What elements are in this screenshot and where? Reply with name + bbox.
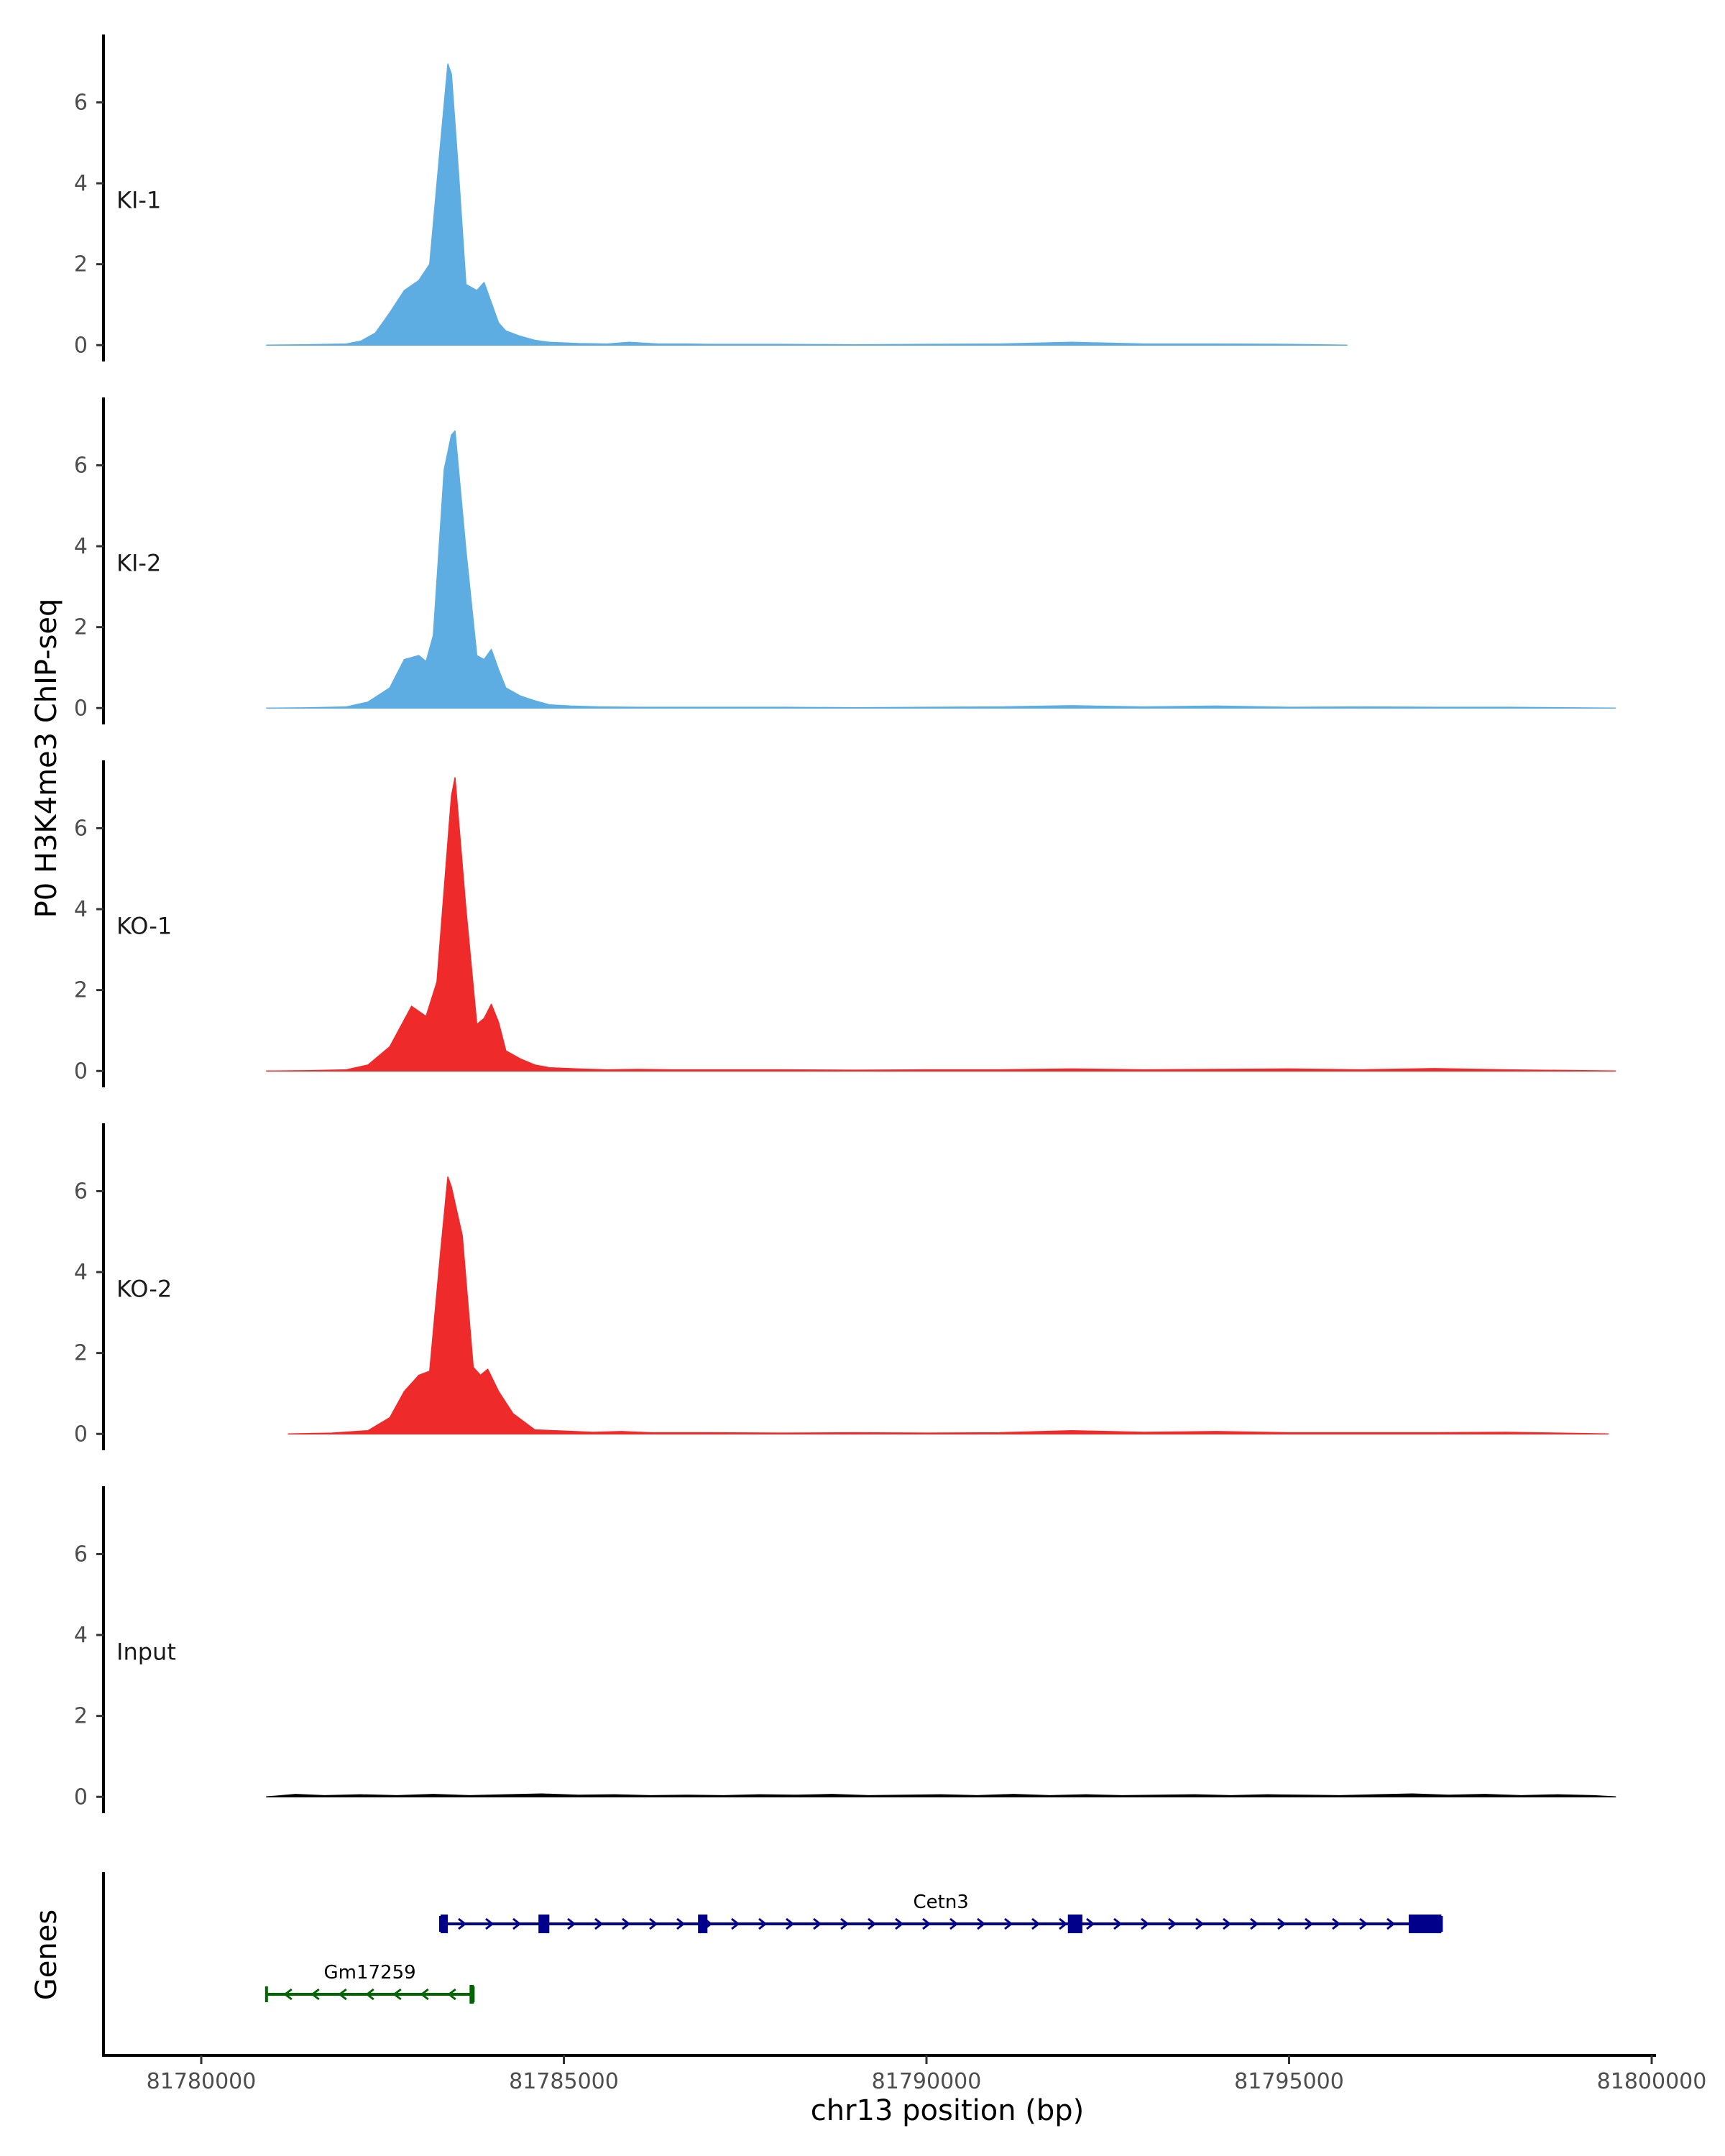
y-tick-label: 0: [74, 1784, 88, 1810]
track-label: KO-2: [116, 1276, 172, 1303]
genes-layer: Cetn3 Gm17259: [102, 1872, 1443, 2055]
y-tick-label: 4: [74, 1623, 88, 1648]
y-tick-label: 0: [74, 333, 88, 358]
gene-gm17259: Gm17259: [264, 1962, 475, 2004]
strand-chevron: [1168, 1917, 1177, 1930]
exon-block: [1067, 1915, 1082, 1933]
y-axis-title: P0 H3K4me3 ChIP-seq: [30, 599, 63, 918]
y-tick-label: 2: [74, 1704, 88, 1729]
x-tick-label: 81795000: [1234, 2069, 1344, 2094]
gene-name-label: Gm17259: [323, 1962, 415, 1984]
exon-block: [698, 1915, 708, 1933]
strand-chevron: [758, 1917, 768, 1930]
exon-block: [538, 1915, 550, 1933]
y-tick-label: 6: [74, 453, 88, 478]
strand-chevron: [949, 1917, 959, 1930]
exon-block: [440, 1915, 448, 1933]
strand-chevron: [868, 1917, 877, 1930]
track-panel-ki-2: 0 2 4 6 KI-2: [74, 397, 1616, 724]
strand-chevron: [840, 1917, 850, 1930]
strand-chevron: [1223, 1917, 1232, 1930]
track-label: KI-2: [116, 550, 161, 577]
x-tick-label: 81790000: [872, 2069, 982, 2094]
exon-block: [469, 1985, 474, 2004]
strand-chevron: [594, 1917, 604, 1930]
x-tick-label: 81800000: [1597, 2069, 1707, 2094]
gene-cetn3: Cetn3: [438, 1892, 1443, 1933]
strand-chevron: [1141, 1917, 1150, 1930]
signal-area: [266, 430, 1616, 709]
track-label: Input: [116, 1639, 176, 1666]
y-tick-label: 2: [74, 615, 88, 640]
strand-chevron: [1250, 1917, 1259, 1930]
strand-chevron: [1031, 1917, 1041, 1930]
strand-chevron: [1277, 1917, 1287, 1930]
strand-chevron: [1195, 1917, 1205, 1930]
y-tick-label: 0: [74, 1059, 88, 1084]
track-panel-ko-2: 0 2 4 6 KO-2: [74, 1123, 1609, 1450]
genes-panel-title: Genes: [30, 1909, 63, 2000]
strand-chevron: [310, 1988, 320, 2001]
strand-chevron: [1113, 1917, 1123, 1930]
x-tick-label: 81785000: [509, 2069, 619, 2094]
gene-name-label: Cetn3: [913, 1892, 968, 1913]
strand-chevron: [567, 1917, 576, 1930]
y-tick-label: 2: [74, 978, 88, 1003]
y-tick-label: 4: [74, 897, 88, 922]
strand-chevron: [1086, 1917, 1095, 1930]
y-tick-label: 6: [74, 1542, 88, 1567]
strand-chevron: [458, 1917, 467, 1930]
y-tick-label: 2: [74, 1341, 88, 1366]
strand-chevron: [786, 1917, 795, 1930]
strand-chevron: [1332, 1917, 1341, 1930]
strand-chevron: [731, 1917, 740, 1930]
axis-layer: 81780000 81785000 81790000 81795000 81800000: [102, 2054, 1707, 2094]
signal-area: [288, 1176, 1609, 1435]
signal-area: [266, 63, 1348, 346]
x-tick-label: 81780000: [147, 2069, 257, 2094]
signal-area: [266, 777, 1616, 1072]
strand-chevron: [1059, 1917, 1068, 1930]
x-axis-title: chr13 position (bp): [811, 2094, 1085, 2127]
tracks-layer: 0 2 4 6 KI-1 0 2 4 6 KI-2 0 2 4 6 KO-1 0 2 4 6 KO-2 0 2 4 6 Inpu…: [74, 34, 1616, 1813]
track-label: KI-1: [116, 187, 161, 214]
track-panel-ki-1: 0 2 4 6 KI-1: [74, 34, 1348, 361]
track-panel-input: 0 2 4 6 Input: [74, 1486, 1616, 1813]
y-tick-label: 6: [74, 816, 88, 841]
strand-chevron: [1004, 1917, 1013, 1930]
y-tick-label: 4: [74, 171, 88, 196]
y-tick-label: 6: [74, 1179, 88, 1204]
strand-chevron: [485, 1917, 494, 1930]
strand-chevron: [338, 1988, 347, 2001]
strand-chevron: [676, 1917, 686, 1930]
strand-chevron: [1386, 1917, 1396, 1930]
signal-area: [266, 1793, 1616, 1798]
strand-chevron: [365, 1988, 374, 2001]
y-tick-label: 4: [74, 534, 88, 559]
strand-chevron: [895, 1917, 904, 1930]
strand-chevron: [392, 1988, 402, 2001]
strand-chevron: [649, 1917, 658, 1930]
track-panel-ko-1: 0 2 4 6 KO-1: [74, 760, 1616, 1087]
strand-chevron: [977, 1917, 986, 1930]
strand-chevron: [512, 1917, 522, 1930]
strand-chevron: [283, 1988, 293, 2001]
strand-chevron: [420, 1988, 429, 2001]
y-tick-label: 0: [74, 1422, 88, 1447]
y-tick-label: 0: [74, 696, 88, 721]
exon-block: [1408, 1915, 1442, 1933]
strand-chevron: [1305, 1917, 1314, 1930]
strand-chevron: [1359, 1917, 1368, 1930]
y-tick-label: 4: [74, 1260, 88, 1285]
y-tick-label: 6: [74, 90, 88, 115]
strand-chevron: [813, 1917, 822, 1930]
y-tick-label: 2: [74, 252, 88, 277]
strand-chevron: [447, 1988, 456, 2001]
strand-chevron: [622, 1917, 631, 1930]
track-label: KO-1: [116, 913, 172, 940]
strand-chevron: [922, 1917, 932, 1930]
